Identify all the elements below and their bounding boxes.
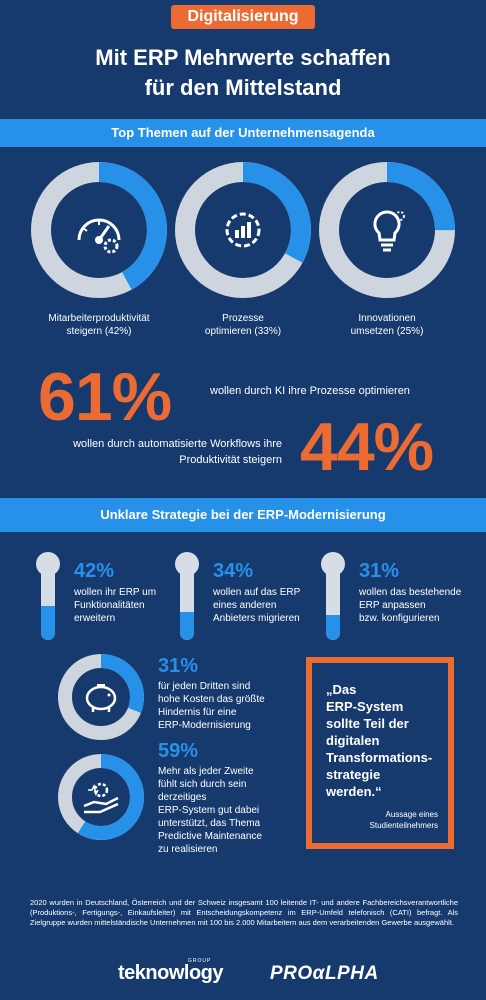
stat-maintenance-line: Predictive Maintenance [158,831,262,842]
quote-line: strategie [326,767,381,782]
bar-stat-value: 34% [213,560,254,582]
stat-costs-line: für jeden Dritten sind [158,681,251,692]
bar-stat-migrate: 34% wollen auf das ERP eines anderen Anb… [175,552,320,642]
bar-stat-line: Funktionalitäten [74,600,145,611]
stat-maintenance-line: fühlt sich durch sein [158,779,247,790]
bar-stat-text: wollen das bestehende ERP anpassen bzw. … [359,586,474,625]
bar-stat-line: eines anderen [213,600,277,611]
ring-stat-costs [56,652,146,742]
stat-costs-line: Hindernis für eine [158,707,237,718]
stat-workflow-text-line: wollen durch automatisierte Workflows ih… [73,438,282,450]
teknowlogy-logo-text: teknowlogy [118,962,224,984]
ring-label-line: Mitarbeiterproduktivität [48,313,150,324]
quote-line: „Das [326,682,357,697]
quote-line: Transformations- [326,750,433,765]
quote-line: digitalen [326,733,380,748]
bar-stat-text: wollen ihr ERP um Funktionalitäten erwei… [74,586,184,625]
process-gear-icon [225,212,261,248]
donut-ring [31,162,167,298]
bar-stat-value: 42% [74,560,115,582]
section-heading-topics: Top Themen auf der Unternehmensagenda [0,119,486,147]
ring-label-line: optimieren (33%) [204,326,282,337]
bar-stat-line: wollen auf das ERP [213,587,301,598]
ring-label-line: Innovationen [358,313,416,324]
stat-maintenance-value: 59% [158,740,199,762]
stat-ki-text: wollen durch KI ihre Prozesse optimieren [210,385,410,397]
teknowlogy-logo-suffix: GROUP [188,958,212,964]
ring-label-processes: Prozesse optimieren (33%) [173,312,313,338]
page-title-line1: Mit ERP Mehrwerte schaffen [95,45,391,70]
stat-costs-line: ERP-Modernisierung [158,720,251,731]
section-heading-strategy: Unklare Strategie bei der ERP-Modernisie… [0,498,486,532]
bar-stat-adapt: 31% wollen das bestehende ERP anpassen b… [321,552,466,642]
stat-costs-value: 31% [158,655,199,677]
ring-chart-productivity [29,160,169,310]
small-donut-ring [58,654,144,740]
stat-workflow-text-line: Produktivität steigern [179,454,282,466]
hand-gear-icon [83,782,119,814]
page-title-line2: für den Mittelstand [144,75,342,100]
proalpha-logo: PROαLPHA [270,963,379,984]
quote-source-line: Aussage eines [385,810,438,819]
stat-costs-text: für jeden Dritten sind hohe Kosten das g… [158,680,298,732]
small-donut-ring [58,754,144,840]
stat-maintenance-line: derzeitiges [158,792,207,803]
stat-workflow-value: 44% [300,409,434,485]
piggy-bank-icon [85,684,117,712]
bar-fill [180,612,194,640]
bar-track [326,558,340,640]
bar-stat-line: Anbieters migrieren [213,613,300,624]
methodology-footnote: 2020 wurden in Deutschland, Österreich u… [30,898,458,927]
bar-stat-line: bzw. konfigurieren [359,613,440,624]
bar-stat-line: wollen ihr ERP um [74,587,157,598]
category-tag: Digitalisierung [171,5,315,29]
bar-track [41,558,55,640]
ring-chart-processes [173,160,313,310]
bar-stat-text: wollen auf das ERP eines anderen Anbiete… [213,586,323,625]
ring-label-line: Prozesse [222,313,264,324]
lightbulb-gear-icon [373,210,405,252]
stat-maintenance-line: unterstützt, das Thema [158,818,261,829]
stat-maintenance-text: Mehr als jeder Zweite fühlt sich durch s… [158,765,298,856]
stat-maintenance-line: Mehr als jeder Zweite [158,766,254,777]
quote-line: sollte Teil der [326,716,409,731]
stat-maintenance-line: ERP-System gut dabei [158,805,260,816]
speedometer-gear-icon [77,218,121,254]
ring-stat-maintenance [56,752,146,842]
bar-stat-value: 31% [359,560,400,582]
bar-fill [326,614,340,640]
bar-fill [41,605,55,640]
quote-line: ERP-System [326,699,404,714]
quote-source: Aussage eines Studienteilnehmers [328,809,438,831]
stat-maintenance-line: zu realisieren [158,844,218,855]
ring-label-innovations: Innovationen umsetzen (25%) [317,312,457,338]
quote-line: werden.“ [326,784,382,799]
teknowlogy-logo: teknowlogy GROUP [118,958,224,985]
bar-stat-line: erweitern [74,613,116,624]
quote-text: „Das ERP-System sollte Teil der digitale… [326,681,448,800]
stat-ki-value: 61% [38,359,172,435]
ring-chart-innovations [317,160,457,310]
ring-label-line: steigern (42%) [66,326,132,337]
stat-workflow-text: wollen durch automatisierte Workflows ih… [30,436,282,468]
donut-ring [319,162,455,298]
stat-costs-line: hohe Kosten das größte [158,694,265,705]
quote-source-line: Studienteilnehmers [369,821,438,830]
ring-label-line: umsetzen (25%) [350,326,424,337]
quote-box: „Das ERP-System sollte Teil der digitale… [306,657,454,849]
bar-stat-line: wollen das bestehende [359,587,462,598]
bar-stat-line: ERP anpassen [359,600,426,611]
bar-track [180,558,194,640]
donut-ring [175,162,311,298]
bar-stat-extend: 42% wollen ihr ERP um Funktionalitäten e… [36,552,181,642]
ring-label-productivity: Mitarbeiterproduktivität steigern (42%) [29,312,169,338]
